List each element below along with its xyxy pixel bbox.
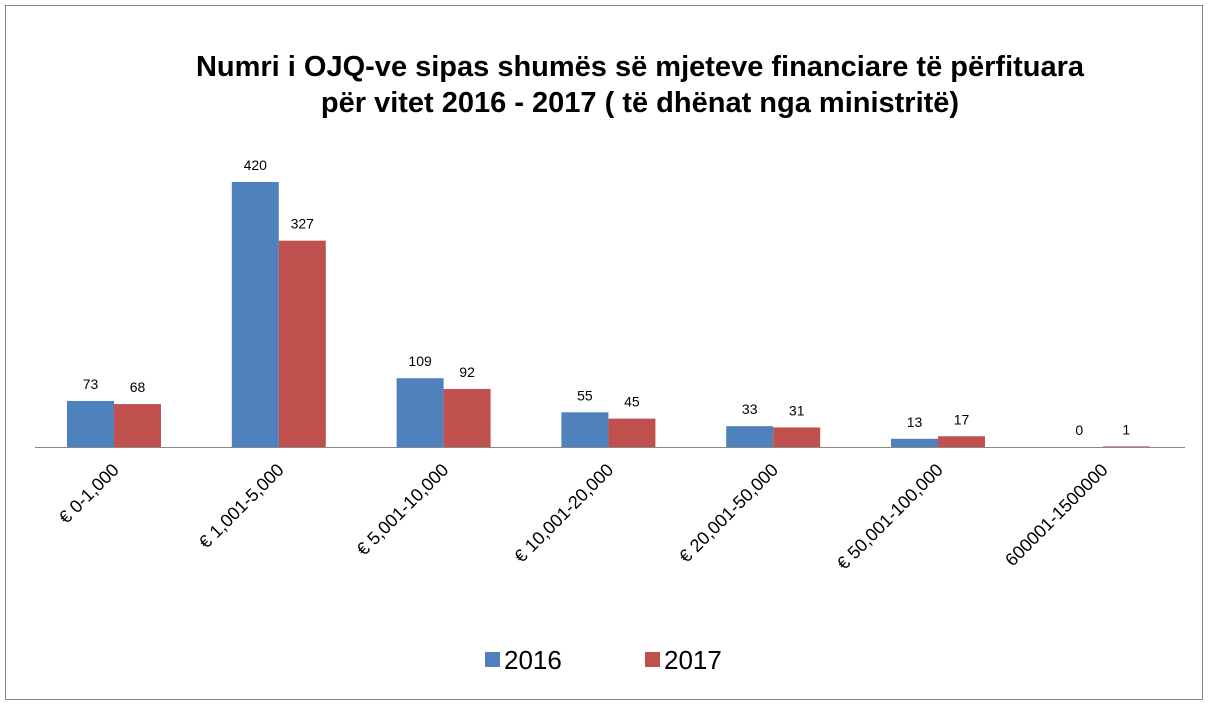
bar [278,240,326,447]
bar [891,438,938,447]
chart-title: Numri i OJQ-ve sipas shumës së mjeteve f… [196,51,1085,83]
chart-frame [5,5,1203,700]
chart-title: për vitet 2016 - 2017 ( të dhënat nga mi… [321,87,959,119]
value-label: 92 [459,364,475,380]
value-label: 17 [954,411,970,427]
value-label: 1 [1122,421,1130,437]
value-label: 109 [408,353,432,369]
value-label: 0 [1075,422,1083,438]
value-label: 33 [742,401,758,417]
value-label: 327 [291,216,315,232]
bar [726,426,774,447]
value-label: 73 [83,376,99,392]
value-label: 45 [624,394,640,410]
bar [67,400,114,447]
bar [396,378,444,447]
bar [443,388,491,447]
value-label: 31 [789,402,805,418]
value-label: 13 [907,414,923,430]
bar [561,412,609,447]
bar [938,436,985,447]
value-label: 55 [577,387,593,403]
legend-label: 2017 [664,645,722,675]
legend-swatch [645,652,660,667]
value-label: 420 [244,157,268,173]
legend-swatch [485,652,500,667]
bar [608,418,656,447]
bar [231,182,279,447]
bar [1102,446,1150,447]
bar [114,404,161,447]
bar [773,427,821,447]
legend-label: 2016 [504,645,562,675]
value-label: 68 [130,379,146,395]
